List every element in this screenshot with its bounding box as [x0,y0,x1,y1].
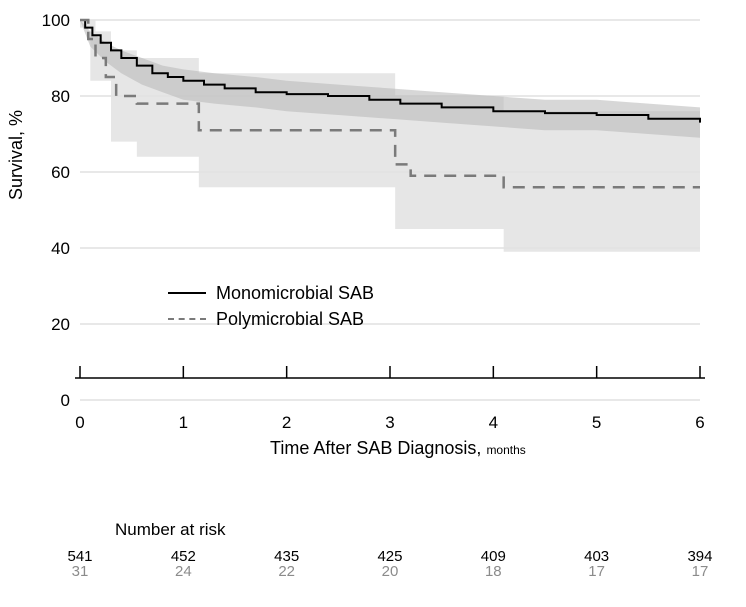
risk-column: 43522 [267,548,307,580]
y-tick-label: 100 [42,11,70,30]
plot-svg: 0 20 40 60 80 100 0 1 2 3 4 5 6 [0,0,746,500]
legend-label: Monomicrobial SAB [216,283,374,304]
legend-swatch [168,318,206,320]
legend-item: Polymicrobial SAB [168,306,374,332]
y-tick-label: 40 [51,239,70,258]
y-tick-label: 80 [51,87,70,106]
risk-column: 42520 [370,548,410,580]
km-chart: 0 20 40 60 80 100 0 1 2 3 4 5 6 Survival, % Time Aft… [0,0,746,607]
legend-swatch [168,292,206,294]
x-axis-label: Time After SAB Diagnosis, months [270,438,526,459]
risk-column: 45224 [163,548,203,580]
risk-value: 18 [485,563,502,580]
x-tick-label: 6 [695,413,704,432]
y-tick-label: 0 [61,391,70,410]
x-tick-label: 5 [592,413,601,432]
risk-column: 40317 [577,548,617,580]
number-at-risk-table: 54131 45224 43522 42520 40918 40317 39417 [60,548,720,580]
risk-column: 40918 [473,548,513,580]
risk-column: 39417 [680,548,720,580]
risk-column: 54131 [60,548,100,580]
legend-item: Monomicrobial SAB [168,280,374,306]
risk-value: 20 [382,563,399,580]
x-tick-label: 0 [75,413,84,432]
risk-value: 24 [175,563,192,580]
x-axis-label-main: Time After SAB Diagnosis, [270,438,481,458]
risk-value: 17 [692,563,709,580]
x-tick-label: 1 [179,413,188,432]
x-tick-label: 4 [489,413,498,432]
y-tick-label: 60 [51,163,70,182]
risk-value: 31 [72,563,89,580]
x-tick-label: 3 [385,413,394,432]
risk-value: 22 [278,563,295,580]
legend-label: Polymicrobial SAB [216,309,364,330]
x-axis-label-sub: months [486,443,525,457]
legend: Monomicrobial SAB Polymicrobial SAB [168,280,374,332]
y-tick-label: 20 [51,315,70,334]
risk-value: 17 [588,563,605,580]
number-at-risk-title: Number at risk [115,520,226,540]
y-axis-label: Survival, % [6,110,27,200]
x-tick-label: 2 [282,413,291,432]
